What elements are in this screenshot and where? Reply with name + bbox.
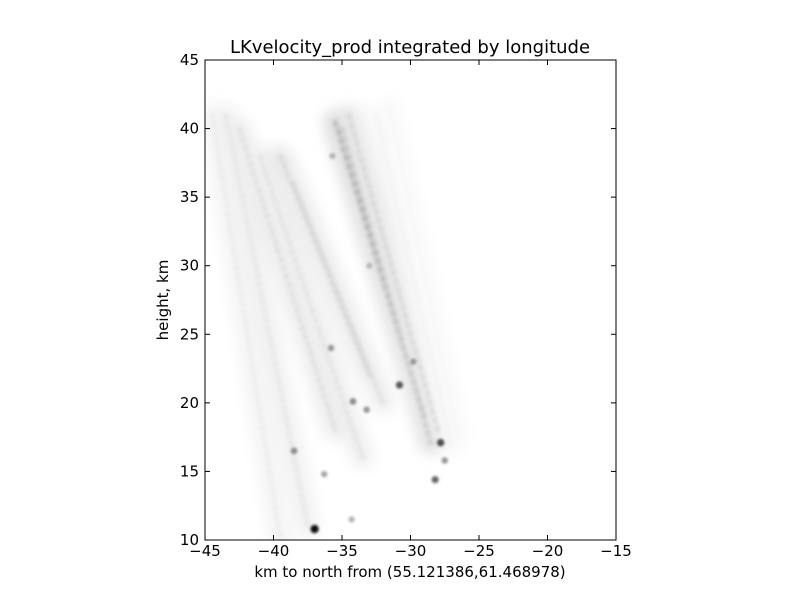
heatmap-hot-spot: [310, 524, 319, 534]
heatmap-streaks: [210, 106, 460, 540]
y-tick-label: 40: [180, 120, 199, 138]
heatmap-hot-spot: [441, 457, 448, 464]
heatmap-hot-spot: [431, 476, 439, 484]
x-axis-ticks: −45 −40 −35 −30 −25 −20 −15: [189, 60, 632, 560]
y-tick-label: 20: [180, 394, 199, 412]
x-tick-label: −35: [326, 542, 358, 560]
heatmap-streak: [347, 113, 440, 432]
heatmap-hot-spot: [366, 262, 373, 269]
heatmap-streak: [374, 113, 454, 446]
heatmap: [205, 97, 470, 540]
y-tick-label: 45: [180, 51, 199, 69]
x-tick-label: −45: [189, 542, 221, 560]
heatmap-hot-spot: [363, 406, 370, 413]
heatmap-streak: [340, 127, 433, 446]
x-tick-label: −25: [463, 542, 495, 560]
heatmap-hot-spot: [410, 358, 417, 365]
heatmap-streak: [224, 113, 310, 528]
y-tick-label: 25: [180, 325, 199, 343]
y-axis-label: height, km: [154, 260, 172, 341]
heatmap-streak: [258, 154, 365, 460]
heatmap-hot-spot: [348, 516, 355, 523]
heatmap-hot-spot: [327, 344, 335, 352]
y-tick-label: 30: [180, 257, 199, 275]
y-tick-label: 35: [180, 188, 199, 206]
x-tick-label: −40: [258, 542, 290, 560]
x-tick-label: −30: [395, 542, 427, 560]
heatmap-streak: [278, 154, 371, 377]
heatmap-streak: [292, 181, 385, 405]
heatmap-hot-spot: [395, 381, 404, 389]
heatmap-streak: [237, 127, 337, 432]
heatmap-hot-spot: [329, 152, 336, 160]
heatmap-hot-spot: [436, 438, 445, 447]
chart-title: LKvelocity_prod integrated by longitude: [230, 37, 590, 58]
heatmap-streak: [388, 106, 460, 439]
y-axis-ticks: 10 15 20 25 30 35 40 45: [180, 51, 616, 549]
heatmap-hot-spot: [321, 471, 328, 478]
y-tick-label: 10: [180, 531, 199, 549]
x-axis-label: km to north from (55.121386,61.468978): [254, 563, 565, 581]
heatmap-hot-spots: [290, 152, 448, 534]
heatmap-hot-spot: [349, 398, 357, 405]
heatmap-streak: [210, 113, 282, 540]
heatmap-hot-spot: [290, 447, 298, 455]
y-tick-label: 15: [180, 462, 199, 480]
x-tick-label: −20: [532, 542, 564, 560]
x-tick-label: −15: [600, 542, 632, 560]
